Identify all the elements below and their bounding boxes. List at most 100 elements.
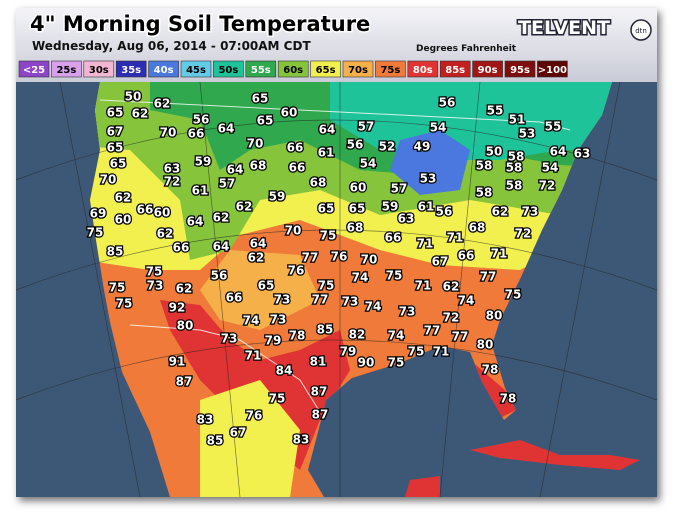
legend: <25 25s 30s 35s 40s 45s 50s 55s 60s 65s 70s 75s 80s 8… bbox=[18, 60, 568, 78]
units: Degrees Fahrenheit bbox=[416, 44, 517, 54]
station-value: 58 bbox=[508, 150, 525, 164]
legend-label: 70s bbox=[348, 65, 368, 76]
station-value: 65 bbox=[318, 202, 335, 216]
station-value: 78 bbox=[500, 392, 517, 406]
legend-label: 95s bbox=[510, 65, 530, 76]
station-value: 56 bbox=[347, 138, 364, 152]
station-value: 72 bbox=[539, 179, 556, 193]
station-value: 65 bbox=[110, 157, 127, 171]
station-value: 68 bbox=[469, 221, 486, 235]
station-value: 70 bbox=[160, 126, 177, 140]
station-value: 75 bbox=[408, 345, 425, 359]
legend-swatch bbox=[342, 60, 374, 78]
station-value: 63 bbox=[164, 162, 181, 176]
station-value: 62 bbox=[492, 205, 509, 219]
station-value: 59 bbox=[382, 200, 399, 214]
station-value: 73 bbox=[522, 205, 539, 219]
station-value: 75 bbox=[116, 297, 133, 311]
station-value: 75 bbox=[505, 288, 522, 302]
station-value: 67 bbox=[230, 426, 247, 440]
legend-swatch bbox=[310, 60, 341, 78]
station-value: 58 bbox=[476, 186, 493, 200]
station-value: 60 bbox=[281, 106, 298, 120]
station-value: 68 bbox=[347, 221, 364, 235]
station-value: 64 bbox=[319, 123, 336, 137]
station-value: 75 bbox=[146, 265, 163, 279]
station-value: 68 bbox=[250, 159, 267, 173]
legend-swatch bbox=[83, 60, 115, 78]
station-value: 62 bbox=[443, 280, 460, 294]
station-value: 80 bbox=[177, 319, 194, 333]
legend-swatch bbox=[18, 60, 50, 78]
station-value: 71 bbox=[433, 345, 450, 359]
station-value: 66 bbox=[173, 241, 190, 255]
station-value: 73 bbox=[147, 279, 164, 293]
station-value: 59 bbox=[195, 155, 212, 169]
station-value: 51 bbox=[509, 113, 526, 127]
station-value: 87 bbox=[176, 375, 193, 389]
subtitle: Wednesday, Aug 06, 2014 - 07:00AM CDT bbox=[32, 39, 311, 53]
legend-label: 75s bbox=[380, 65, 400, 76]
station-value: 57 bbox=[391, 182, 408, 196]
station-value: 73 bbox=[274, 293, 291, 307]
station-value: 52 bbox=[379, 140, 396, 154]
legend-label: 55s bbox=[251, 65, 271, 76]
station-value: 75 bbox=[318, 279, 335, 293]
station-value: 54 bbox=[360, 157, 377, 171]
station-value: 60 bbox=[350, 181, 367, 195]
station-value: 71 bbox=[245, 349, 262, 363]
station-value: 62 bbox=[157, 227, 174, 241]
station-value: 79 bbox=[265, 334, 282, 348]
station-value: 65 bbox=[107, 141, 124, 155]
station-value: 71 bbox=[415, 279, 432, 293]
legend-swatch bbox=[180, 60, 212, 78]
station-value: 49 bbox=[414, 140, 431, 154]
station-value: 71 bbox=[491, 247, 508, 261]
legend-label: 40s bbox=[154, 65, 174, 76]
station-value: 68 bbox=[310, 176, 327, 190]
station-value: 65 bbox=[349, 202, 366, 216]
station-value: 64 bbox=[213, 240, 230, 254]
legend-label: 90s bbox=[478, 65, 498, 76]
legend-swatch bbox=[407, 60, 439, 78]
legend-swatch bbox=[277, 60, 309, 78]
station-value: 55 bbox=[487, 104, 504, 118]
station-value: 63 bbox=[398, 212, 415, 226]
legend-swatch bbox=[537, 60, 568, 78]
station-value: 80 bbox=[477, 338, 494, 352]
station-value: 67 bbox=[432, 255, 449, 269]
station-value: 76 bbox=[288, 264, 305, 278]
legend-label: 60s bbox=[283, 65, 303, 76]
legend-swatch bbox=[504, 60, 536, 78]
station-value: 91 bbox=[169, 355, 186, 369]
station-value: 66 bbox=[137, 203, 154, 217]
station-value: 79 bbox=[340, 345, 357, 359]
station-value: 66 bbox=[188, 127, 205, 141]
station-value: 87 bbox=[311, 385, 328, 399]
station-value: 81 bbox=[310, 355, 327, 369]
station-value: 55 bbox=[545, 120, 562, 134]
station-value: 66 bbox=[226, 291, 243, 305]
station-value: 62 bbox=[213, 211, 230, 225]
legend-swatch bbox=[213, 60, 244, 78]
legend-swatch bbox=[375, 60, 406, 78]
station-value: 54 bbox=[430, 121, 447, 135]
station-value: 64 bbox=[550, 145, 567, 159]
station-value: 73 bbox=[270, 313, 287, 327]
station-value: 75 bbox=[386, 269, 403, 283]
station-value: 92 bbox=[169, 301, 186, 315]
station-value: 78 bbox=[482, 363, 499, 377]
station-value: 56 bbox=[193, 113, 210, 127]
legend-swatch bbox=[245, 60, 277, 78]
station-value: 74 bbox=[388, 329, 405, 343]
station-value: 83 bbox=[293, 433, 310, 447]
station-value: 57 bbox=[358, 120, 375, 134]
station-value: 80 bbox=[486, 309, 503, 323]
station-value: 65 bbox=[257, 114, 274, 128]
station-value: 74 bbox=[352, 271, 369, 285]
station-value: 58 bbox=[476, 159, 493, 173]
station-value: 73 bbox=[221, 332, 238, 346]
station-value: 73 bbox=[399, 305, 416, 319]
